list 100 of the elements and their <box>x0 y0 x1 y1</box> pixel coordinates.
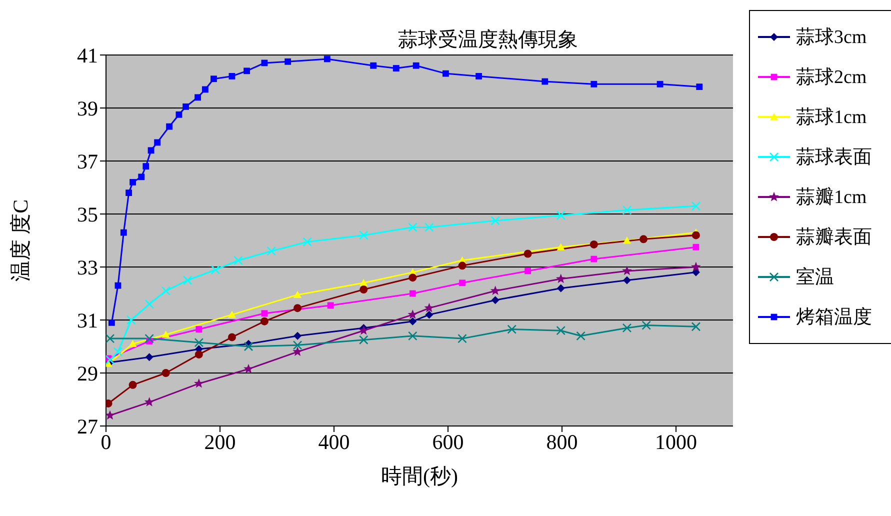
point <box>228 73 236 80</box>
point <box>128 340 137 348</box>
point <box>106 355 115 364</box>
legend-label: 烤箱温度 <box>796 306 872 330</box>
point <box>524 268 531 274</box>
legend-label: 蒜球1cm <box>796 106 867 130</box>
point <box>556 210 566 220</box>
point <box>294 332 302 340</box>
point <box>360 286 368 294</box>
point <box>166 123 172 130</box>
y-tick-label: 31 <box>77 308 98 332</box>
point <box>556 326 566 336</box>
point <box>590 80 598 88</box>
y-tick-label: 41 <box>77 43 98 68</box>
point <box>162 369 170 377</box>
point <box>507 324 516 334</box>
point <box>696 84 703 90</box>
point <box>145 353 154 362</box>
point <box>358 335 368 345</box>
point <box>556 274 566 284</box>
point <box>210 265 220 274</box>
point <box>692 268 700 276</box>
y-tick-label: 27 <box>77 414 98 438</box>
y-tick-label: 33 <box>77 255 98 280</box>
point <box>409 290 416 297</box>
point <box>691 322 701 332</box>
point <box>442 70 449 77</box>
x-tick-label: 0 <box>100 430 112 454</box>
point <box>244 364 254 374</box>
point <box>490 286 500 296</box>
legend-label: 蒜瓣表面 <box>796 226 872 250</box>
point <box>556 284 565 292</box>
point <box>210 76 217 82</box>
point <box>425 310 434 319</box>
x-axis-title: 時間(秒) <box>381 464 458 488</box>
point <box>126 315 136 325</box>
y-tick-label: 37 <box>77 149 98 174</box>
point <box>458 334 467 344</box>
point <box>228 310 236 318</box>
point <box>244 68 250 74</box>
point <box>358 325 369 335</box>
point <box>144 299 154 309</box>
point <box>260 317 268 326</box>
point <box>176 111 182 118</box>
point <box>459 280 466 286</box>
point <box>194 378 204 388</box>
point <box>294 304 302 312</box>
point <box>424 222 434 232</box>
point <box>284 58 292 65</box>
point <box>691 201 701 211</box>
point <box>144 396 154 406</box>
point <box>324 56 330 62</box>
point <box>408 331 418 341</box>
point <box>128 380 137 389</box>
legend-label: 蒜球表面 <box>796 146 872 170</box>
point <box>408 222 418 232</box>
point <box>412 62 420 69</box>
point <box>692 231 700 240</box>
point <box>228 333 236 342</box>
point <box>576 331 586 341</box>
point <box>138 174 145 180</box>
point <box>148 147 154 154</box>
point <box>542 78 548 85</box>
legend-label: 蒜球2cm <box>796 66 867 90</box>
legend-label: 蒜瓣1cm <box>796 186 867 210</box>
x-tick-label: 600 <box>432 430 464 454</box>
point <box>244 342 254 352</box>
chart-title: 蒜球受温度熱傳現象 <box>397 28 579 53</box>
point <box>622 323 632 333</box>
x-tick-label: 200 <box>204 430 236 454</box>
point <box>691 262 701 272</box>
point <box>656 80 664 88</box>
point <box>392 65 400 72</box>
x-tick-label: 1000 <box>655 430 697 454</box>
x-tick-label: 800 <box>546 430 578 454</box>
point <box>424 302 434 312</box>
y-tick-label: 35 <box>77 202 98 226</box>
point <box>113 347 123 356</box>
point <box>302 237 312 246</box>
point <box>234 256 243 266</box>
point <box>194 350 203 358</box>
point <box>642 320 652 330</box>
point <box>202 86 208 93</box>
point <box>120 229 127 236</box>
point <box>194 338 204 348</box>
point <box>524 250 532 258</box>
point <box>194 94 201 101</box>
point <box>292 346 302 356</box>
y-axis-title: 温度 度C <box>8 199 32 282</box>
point <box>162 330 170 338</box>
point <box>692 244 700 250</box>
point <box>182 276 192 285</box>
point <box>622 276 631 284</box>
point <box>266 246 276 256</box>
point <box>622 266 632 276</box>
point <box>154 139 160 146</box>
point <box>294 290 302 298</box>
point <box>358 230 368 240</box>
point <box>590 256 598 262</box>
point <box>196 326 202 332</box>
